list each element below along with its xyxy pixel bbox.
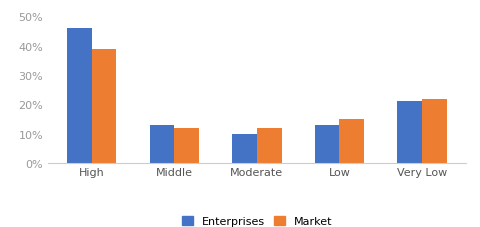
Bar — [397, 102, 422, 163]
Bar — [314, 125, 339, 163]
Bar — [67, 29, 92, 163]
Bar — [232, 134, 257, 163]
Legend: Enterprises, Market: Enterprises, Market — [177, 212, 336, 227]
Bar — [174, 128, 199, 163]
Bar — [257, 128, 282, 163]
Bar — [339, 120, 364, 163]
Bar — [149, 125, 174, 163]
Bar — [422, 99, 446, 163]
Bar — [92, 49, 117, 163]
